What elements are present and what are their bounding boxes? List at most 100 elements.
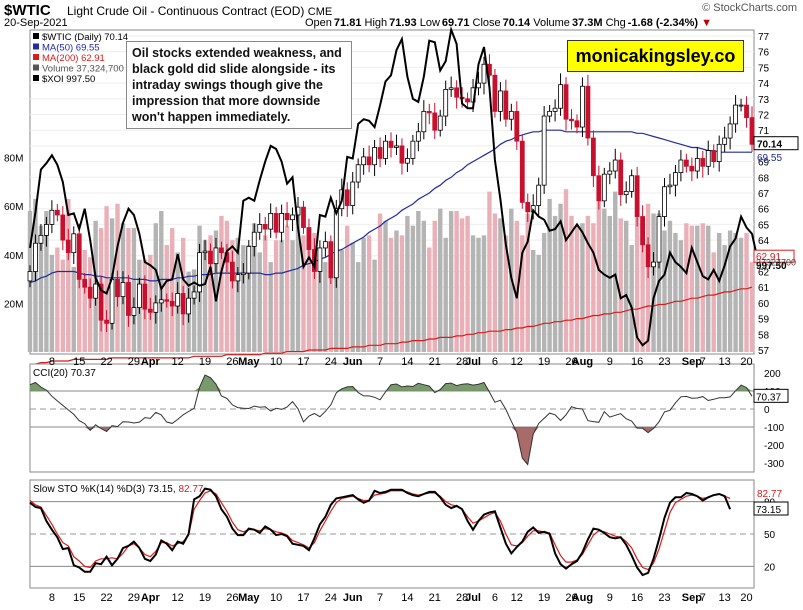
volume-bar <box>552 215 558 352</box>
ma50-value-tag: 69.55 <box>757 153 782 164</box>
candle-body <box>410 140 416 159</box>
volume-bar <box>438 208 443 352</box>
x-axis-label: 20 <box>740 356 752 368</box>
candle-body <box>147 308 153 313</box>
volume-bar <box>716 232 722 352</box>
candle-body <box>158 299 164 304</box>
candle-body <box>590 137 596 177</box>
annotation-box: Oil stocks extended weakness, and black … <box>126 41 352 129</box>
price-tick-label: 69 <box>758 158 770 169</box>
candle-body <box>525 202 531 213</box>
candle-body <box>716 143 722 163</box>
cci-line <box>29 374 753 466</box>
candle-body <box>596 175 602 202</box>
candle-body <box>322 241 328 249</box>
candle-body <box>476 82 481 89</box>
candle-body <box>547 110 553 117</box>
volume-bar <box>525 213 530 352</box>
volume-bar <box>284 225 290 352</box>
candle-body <box>344 189 350 206</box>
candle-body <box>733 104 738 125</box>
volume-bar <box>448 211 454 352</box>
volume-bar <box>520 235 525 352</box>
volume-bar <box>66 198 71 352</box>
volume-bar <box>82 249 87 352</box>
candle-body <box>317 247 323 272</box>
price-tick-label: 72 <box>758 111 770 122</box>
x-axis-labels: 88151522222929AprApr121219192626MayMay10… <box>49 356 753 604</box>
volume-bar <box>563 189 569 352</box>
candle-body <box>333 208 339 279</box>
price-tick-label: 75 <box>758 63 770 74</box>
candle-body <box>257 223 263 233</box>
x-axis-label: 29 <box>128 356 140 368</box>
sto-k-value-tag <box>753 501 789 516</box>
candle-body <box>689 165 695 172</box>
volume-tick-label: 80M <box>4 154 23 165</box>
candle-body <box>142 283 148 310</box>
price-tick-label: 74 <box>758 79 770 90</box>
x-axis-label: 9 <box>607 356 613 368</box>
candle-body <box>290 214 295 221</box>
volume-bar <box>399 235 405 352</box>
legend-swatch <box>33 43 39 50</box>
price-tick-label: 76 <box>758 48 770 59</box>
x-axis-label-bottom: Jul <box>465 592 481 604</box>
close-value: 70.14 <box>502 17 531 29</box>
candle-body <box>65 239 71 254</box>
sto-k-value-tag-text: 73.15 <box>756 505 781 516</box>
volume-bar <box>487 191 492 352</box>
x-axis-label-bottom: 26 <box>226 592 238 604</box>
volume-bar <box>465 215 470 352</box>
candle-body <box>136 283 142 309</box>
candle-body <box>71 233 77 254</box>
candle-body <box>219 247 224 254</box>
candle-body <box>82 278 88 288</box>
volume-bar <box>219 215 224 352</box>
volume-bar <box>432 220 437 352</box>
volume-bar <box>722 245 727 352</box>
candle-body <box>273 213 279 233</box>
volume-bar <box>727 230 733 352</box>
volume-bar <box>498 218 503 352</box>
candle-body <box>361 156 367 166</box>
candle-body <box>645 244 651 268</box>
volume-bar <box>191 269 197 352</box>
candle-body <box>601 173 607 202</box>
x-axis-label: 10 <box>270 356 282 368</box>
candle-body <box>54 209 60 216</box>
candle-body <box>519 140 525 203</box>
candle-body <box>372 147 377 166</box>
volume-bar <box>547 198 552 352</box>
volume-bar <box>744 232 749 352</box>
volume-bar <box>383 220 388 352</box>
candle-body <box>465 98 470 103</box>
candle-body <box>629 175 635 192</box>
ohlc-readout: Open 71.81 High 71.93 Low 69.71 Close 70.14 … <box>305 17 714 29</box>
volume-bar <box>733 232 738 352</box>
volume-bar <box>536 254 541 352</box>
sto-d-value-tag: 82.77 <box>757 489 782 500</box>
volume-bar <box>700 223 705 352</box>
volume-bar <box>279 240 284 352</box>
close-value-tag <box>753 136 799 151</box>
candle-body <box>492 74 498 112</box>
candle-body <box>202 250 208 254</box>
volume-bar <box>306 240 312 352</box>
candle-body <box>722 137 728 145</box>
volume-bar <box>377 213 383 352</box>
close-label: Close <box>472 17 501 29</box>
volume-bar <box>394 230 399 352</box>
candle-body <box>426 110 432 114</box>
candle-body <box>126 282 131 316</box>
x-axis-label: 22 <box>100 356 112 368</box>
candle-body <box>667 184 673 188</box>
candle-body <box>700 158 706 167</box>
candle-body <box>569 118 574 122</box>
x-axis-label: 14 <box>401 356 413 368</box>
volume-tick-label: 60M <box>4 202 23 213</box>
volume-bar <box>328 252 334 352</box>
x-axis-label: May <box>238 356 260 368</box>
volume-value-tag: 37324700 <box>756 257 796 267</box>
volume-bar <box>416 211 421 352</box>
